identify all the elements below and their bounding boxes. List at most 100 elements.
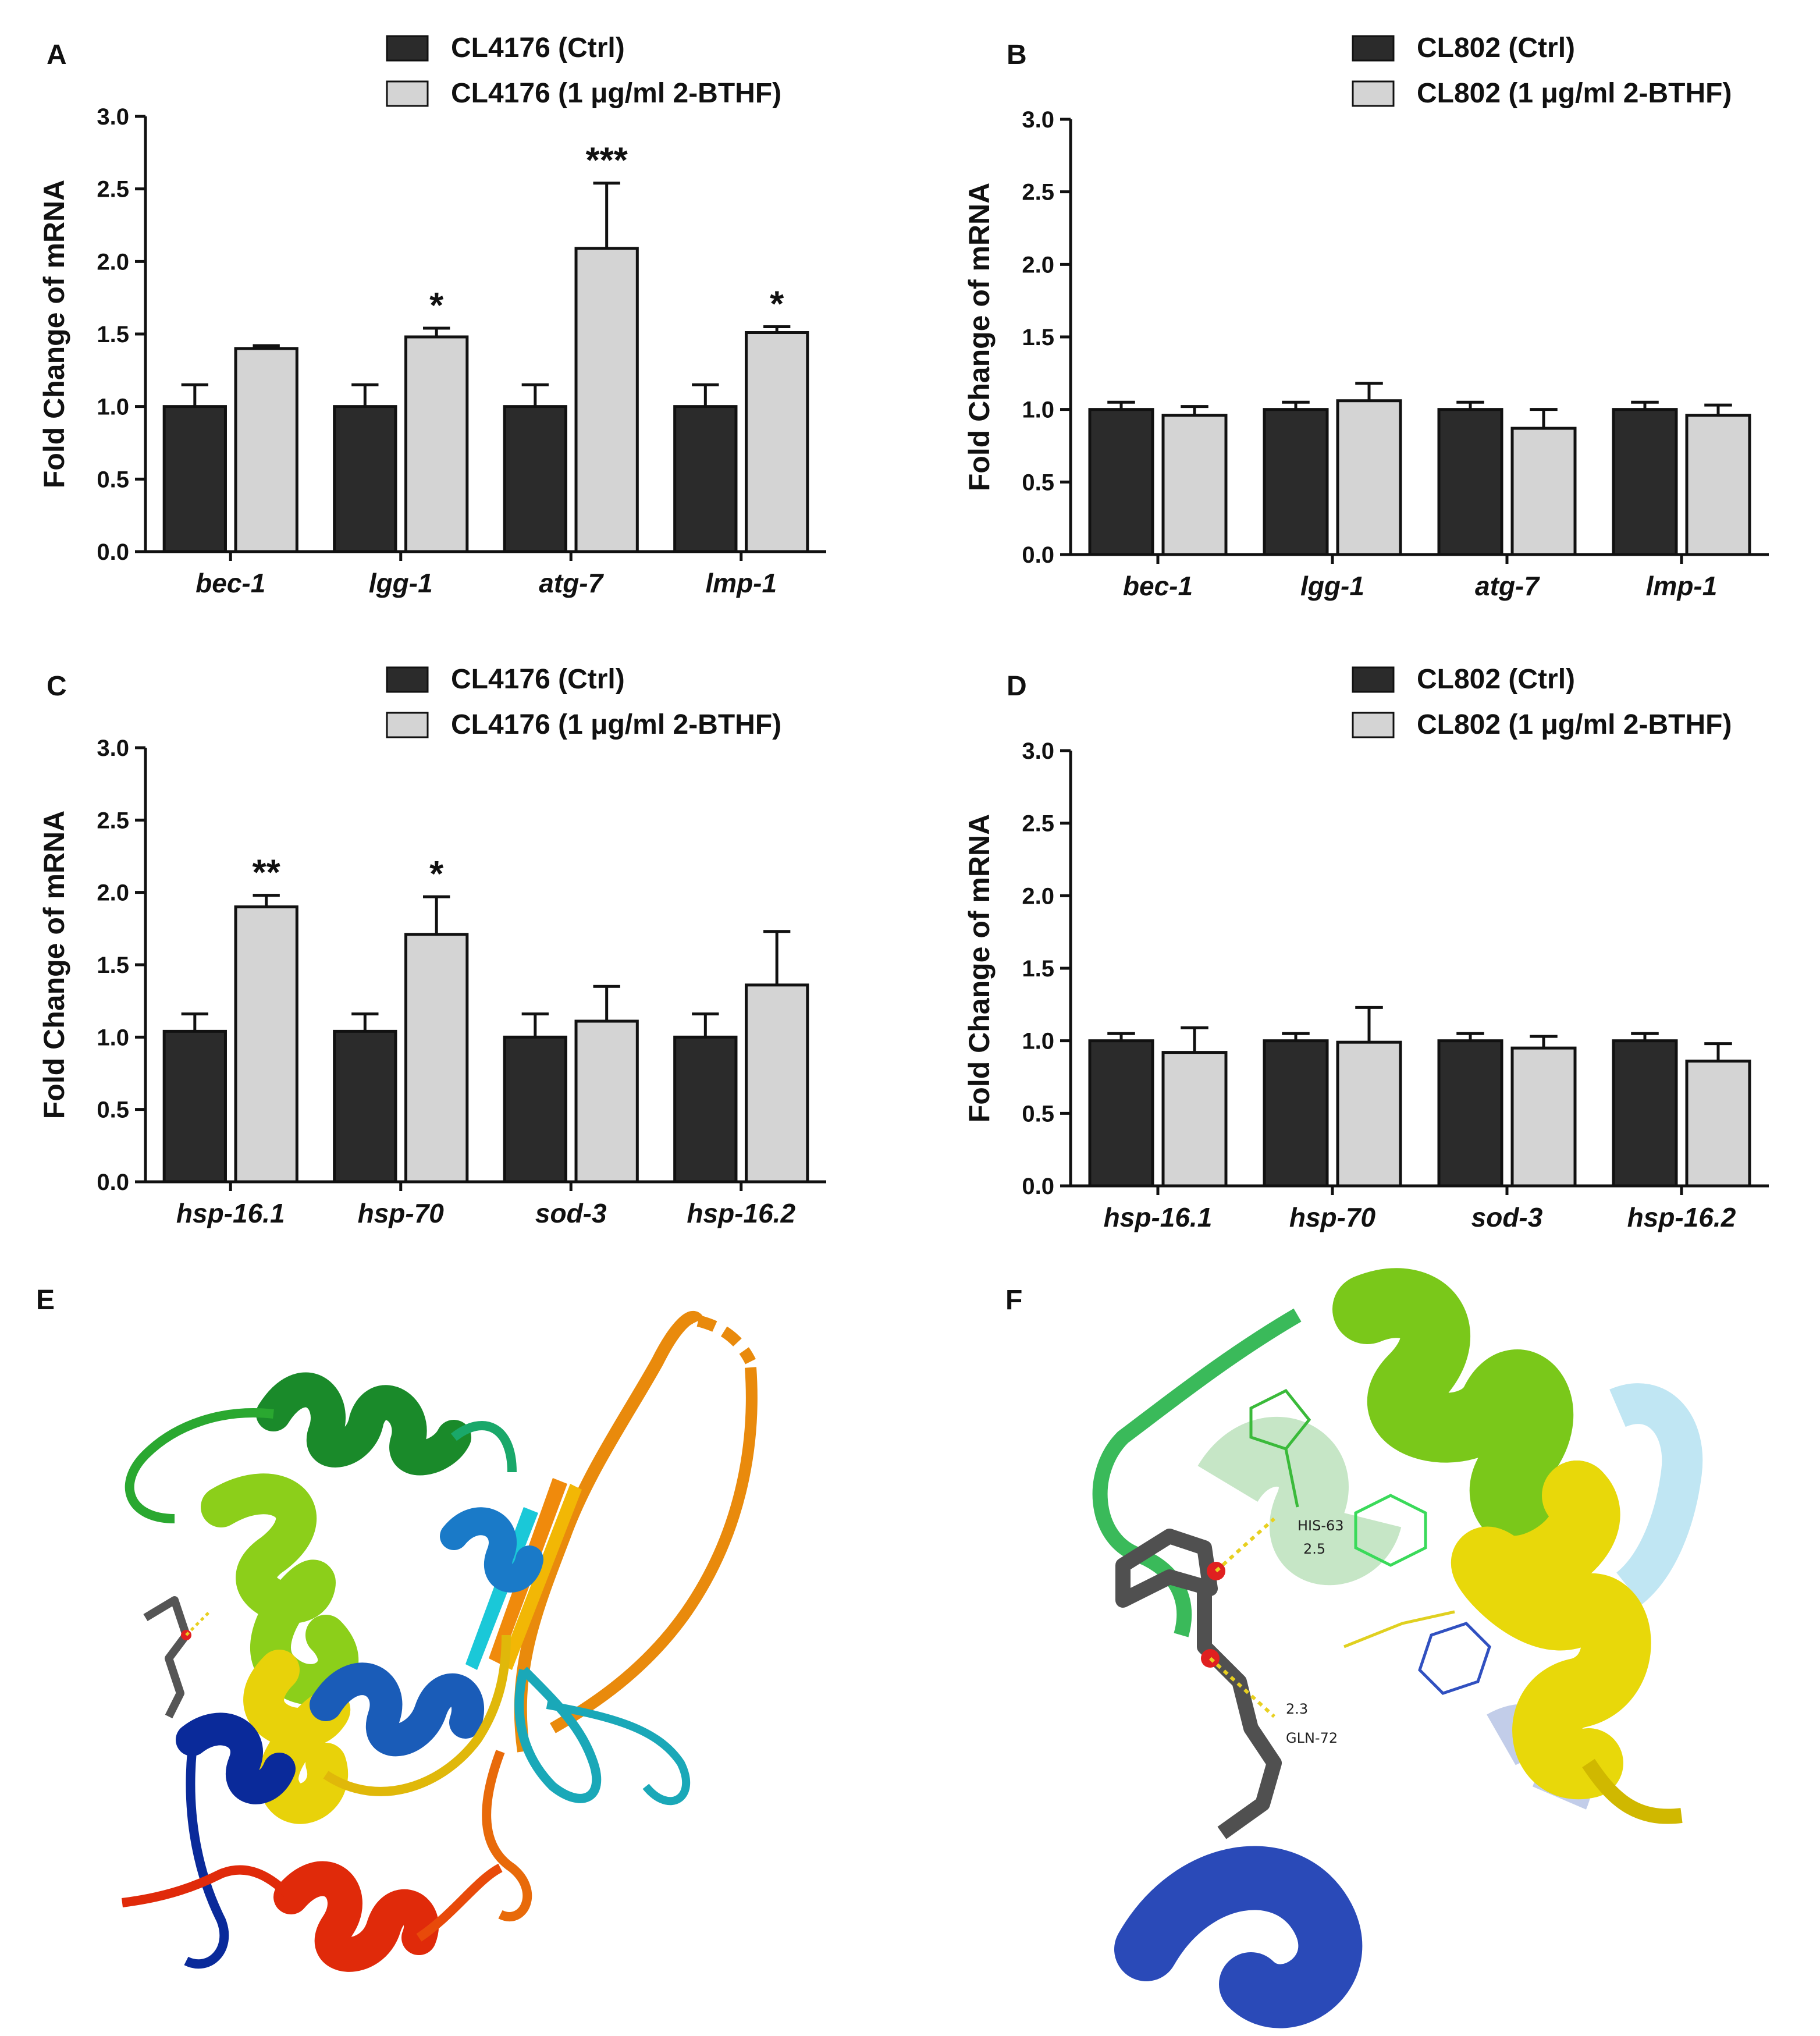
y-tick-label: 0.0 <box>97 539 129 565</box>
y-tick-label: 0.5 <box>97 467 129 492</box>
hbond-his <box>1214 1517 1276 1573</box>
x-tick-label: atg-7 <box>539 568 604 598</box>
legend-swatch <box>386 35 429 62</box>
bar <box>1263 1039 1329 1188</box>
ribbon-orange-return <box>550 1367 758 1733</box>
y-tick-label: 0.0 <box>1022 542 1054 568</box>
panel-letter: C <box>47 671 67 702</box>
y-tick-label: 1.0 <box>1022 1029 1054 1054</box>
significance-mark: * <box>429 286 444 326</box>
legend-swatch <box>1352 35 1395 62</box>
panel-letter: B <box>1007 40 1027 70</box>
ligand-stick-f <box>1115 1529 1218 1608</box>
y-tick-label: 1.5 <box>97 953 129 978</box>
bar <box>1263 408 1329 556</box>
x-tick-label: sod-3 <box>1471 1202 1543 1232</box>
ribbon-orange-dashed <box>696 1315 756 1365</box>
bar <box>1088 1039 1154 1188</box>
y-tick-label: 0.5 <box>1022 470 1054 495</box>
significance-mark: * <box>429 854 444 894</box>
legend-label: CL802 (Ctrl) <box>1417 33 1575 63</box>
helix-cyan-faded <box>1609 1383 1703 1605</box>
legend-swatch <box>1352 666 1395 693</box>
bar <box>404 335 469 553</box>
helix-green-top <box>256 1372 471 1476</box>
label-gln-72: GLN-72 <box>1286 1730 1338 1746</box>
y-tick-label: 1.0 <box>97 395 129 420</box>
ribbon-red-tail <box>122 1865 294 1907</box>
y-tick-label: 0.5 <box>97 1097 129 1123</box>
x-tick-label: hsp-70 <box>358 1198 445 1228</box>
hydrogen-bond <box>185 1611 211 1636</box>
x-tick-label: lgg-1 <box>1300 571 1364 601</box>
bar <box>162 405 227 553</box>
bar <box>1088 408 1154 556</box>
ligand-chain-f <box>1197 1589 1282 1839</box>
x-tick-label: lgg-1 <box>369 568 433 598</box>
bar <box>503 405 567 553</box>
bar <box>234 347 298 553</box>
helix-red <box>273 1861 439 1972</box>
x-tick-label: lmp-1 <box>1646 571 1718 601</box>
legend-label: CL802 (1 μg/ml 2-BTHF) <box>1417 709 1732 740</box>
y-tick-label: 1.5 <box>1022 956 1054 982</box>
tyr-residue <box>1418 1622 1491 1695</box>
y-tick-label: 1.0 <box>1022 397 1054 423</box>
helix-blue-f <box>1114 1846 1363 2028</box>
y-axis-title: Fold Change of mRNA <box>966 183 996 492</box>
bar <box>1685 414 1751 556</box>
x-tick-label: bec-1 <box>195 568 265 598</box>
protein-structure-overview: E <box>36 1285 758 1972</box>
chart-panel-c: C CL4176 (Ctrl) CL4176 (1 μg/ml 2-BTHF) 0.0… <box>38 664 826 1228</box>
x-tick-label: hsp-16.2 <box>1627 1202 1736 1232</box>
bar <box>1612 1039 1678 1188</box>
y-tick-label: 3.0 <box>1022 107 1054 133</box>
helix-dark-blue <box>176 1712 296 1804</box>
legend-label: CL4176 (1 μg/ml 2-BTHF) <box>451 78 781 109</box>
y-tick-label: 2.5 <box>1022 811 1054 837</box>
legend-swatch <box>1352 80 1395 107</box>
bar <box>1336 399 1402 556</box>
legend-label: CL4176 (Ctrl) <box>451 664 625 695</box>
bar <box>1510 427 1577 556</box>
helix-yellow-green-f <box>1332 1268 1612 1554</box>
bar <box>1161 414 1228 556</box>
y-tick-label: 0.0 <box>1022 1174 1054 1199</box>
bar <box>333 1029 397 1184</box>
y-tick-label: 2.5 <box>97 177 129 202</box>
significance-mark: * <box>770 285 784 325</box>
bar <box>1437 1039 1503 1188</box>
gln-residue <box>1343 1610 1455 1648</box>
bar <box>1685 1060 1751 1188</box>
helix-yellow <box>243 1650 351 1824</box>
y-tick-label: 2.5 <box>97 808 129 833</box>
bar <box>404 933 469 1184</box>
x-tick-label: hsp-16.1 <box>1104 1202 1213 1232</box>
legend-label: CL802 (1 μg/ml 2-BTHF) <box>1417 78 1732 109</box>
chart-panel-d: D CL802 (Ctrl) CL802 (1 μg/ml 2-BTHF) 0.0 0.… <box>966 664 1769 1232</box>
bar <box>574 1019 639 1184</box>
label-distance-2: 2.3 <box>1286 1701 1308 1717</box>
x-tick-label: atg-7 <box>1475 571 1540 601</box>
x-tick-label: sod-3 <box>535 1198 607 1228</box>
panel-letter-f: F <box>1005 1285 1022 1316</box>
ribbon-red-right <box>416 1863 503 1942</box>
legend-label: CL4176 (1 μg/ml 2-BTHF) <box>451 709 781 740</box>
bar <box>162 1029 227 1184</box>
ligand-stick <box>143 1596 190 1719</box>
panel-letter: A <box>47 40 67 70</box>
bar <box>234 905 298 1184</box>
ribbon-cyan-tail <box>546 1701 691 1806</box>
panel-letter: D <box>1007 671 1027 702</box>
x-tick-label: lmp-1 <box>705 568 777 598</box>
y-tick-label: 1.0 <box>97 1025 129 1050</box>
ribbon-yellow-tail-f <box>1582 1758 1683 1824</box>
label-distance-1: 2.5 <box>1303 1541 1325 1557</box>
y-tick-label: 2.5 <box>1022 180 1054 205</box>
x-tick-label: hsp-70 <box>1289 1202 1376 1232</box>
legend-swatch <box>386 666 429 693</box>
bar <box>673 405 738 553</box>
ribbon-green-coil <box>125 1408 274 1523</box>
helix-green-faded <box>1197 1417 1402 1586</box>
y-tick-label: 1.5 <box>97 322 129 347</box>
